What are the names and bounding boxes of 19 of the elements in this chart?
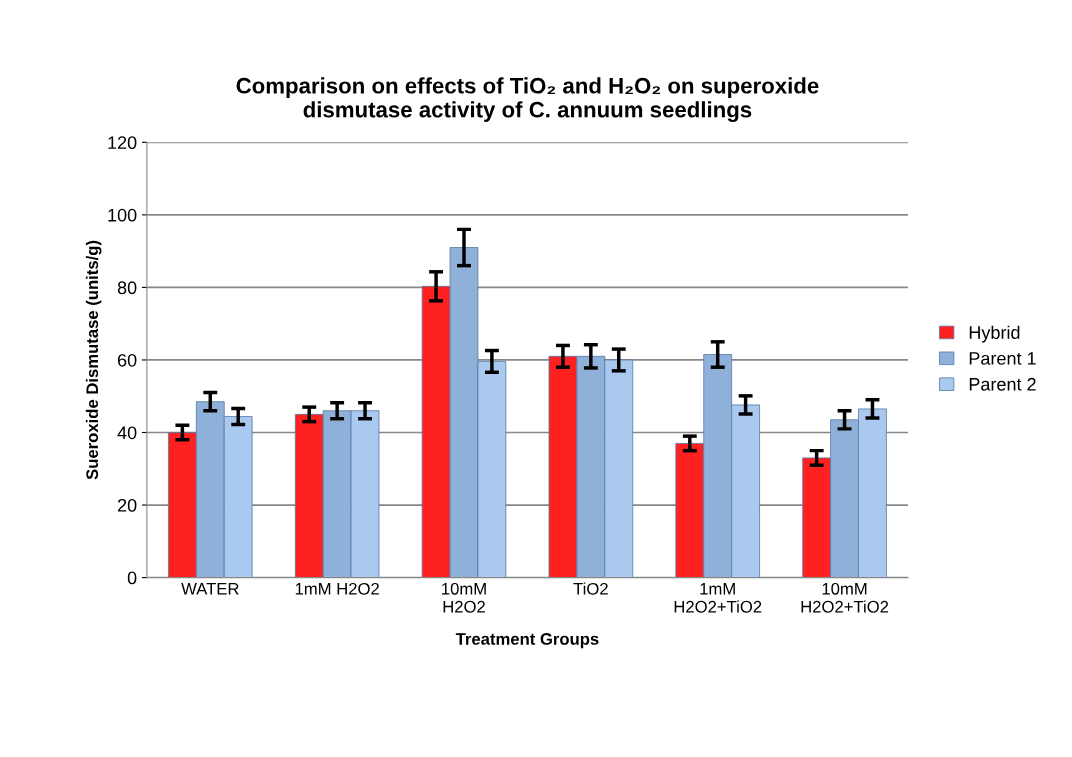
x-tick-label: 1mM H2O2 — [295, 582, 379, 595]
x-tick-label: 10mM H2O2+TiO2 — [801, 582, 889, 613]
chart-title: Comparison on effects of TiO₂ and H₂O₂ on superoxide dismutase activity of C. annuum seedlings — [236, 77, 819, 123]
y-tick-label: 0 — [127, 571, 137, 585]
x-tick-label: TiO2 — [573, 582, 608, 595]
y-tick-label: 120 — [108, 136, 137, 150]
x-tick-label: WATER — [181, 583, 239, 595]
y-tick-label: 20 — [117, 498, 137, 512]
y-tick-label: 80 — [117, 281, 137, 295]
y-tick-label: 100 — [108, 208, 137, 222]
y-tick-label: 60 — [117, 353, 137, 367]
y-axis-title: Sueroxide Dismutase (units/g) — [85, 240, 102, 480]
x-tick-label: 10mM H2O2 — [442, 582, 486, 613]
legend-label: Hybrid — [969, 325, 1020, 343]
legend-label: Parent 1 — [969, 352, 1036, 365]
legend-label: Parent 2 — [969, 377, 1036, 391]
y-tick-label: 40 — [117, 426, 137, 440]
x-axis-title: Treatment Groups — [455, 633, 599, 649]
x-tick-label: 1mM H2O2+TiO2 — [674, 583, 762, 613]
